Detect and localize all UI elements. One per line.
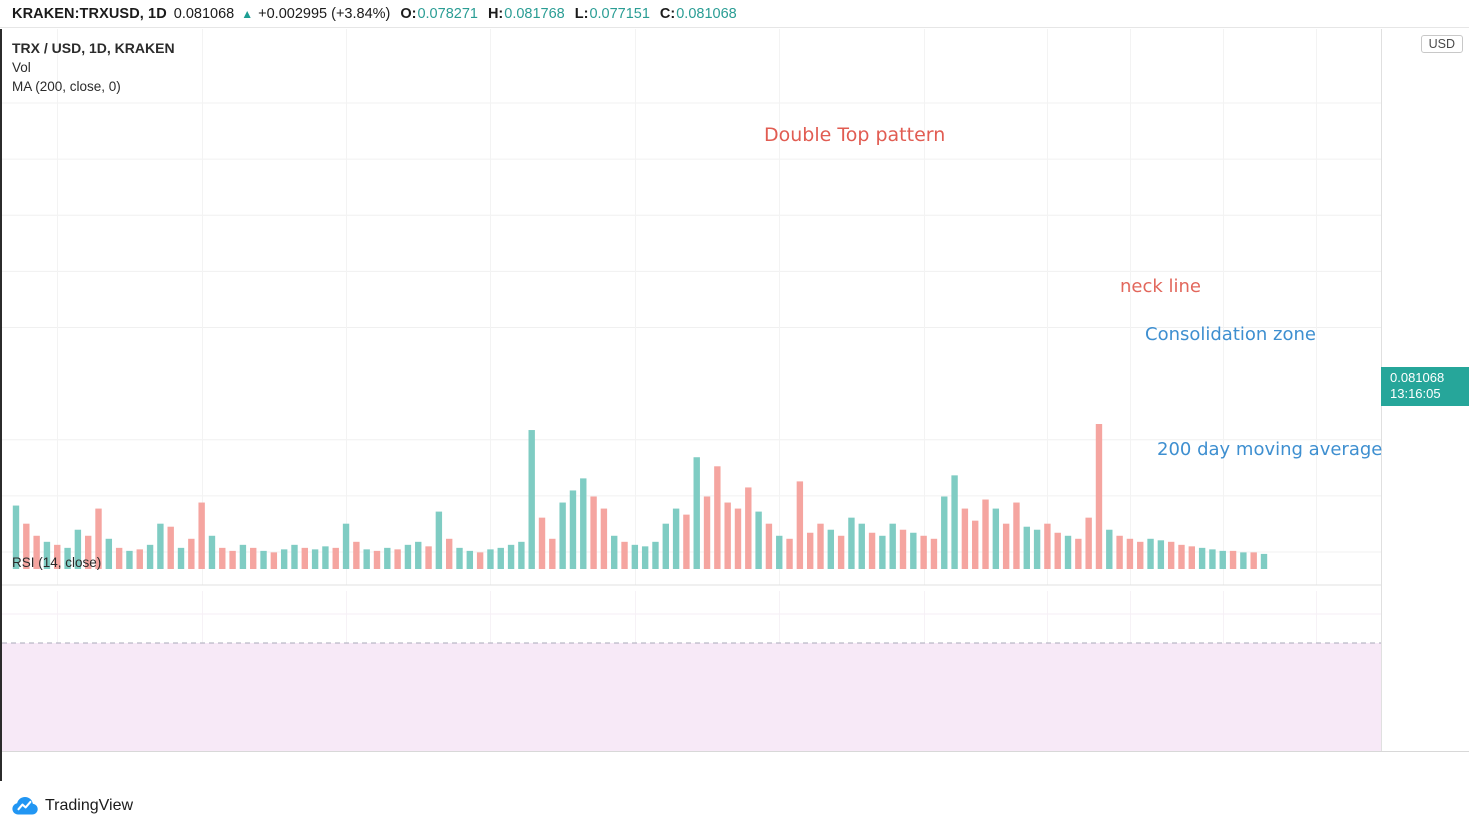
ticker-close-value: 0.081068 <box>676 5 737 22</box>
current-price-value: 0.081068 <box>1390 370 1445 385</box>
ticker-last-price: 0.081068 <box>173 5 235 22</box>
ticker-open-value: 0.078271 <box>417 5 478 22</box>
current-price-badge: 0.081068 13:16:05 <box>1381 367 1469 406</box>
ticker-open-key: O: <box>400 5 417 22</box>
ticker-low-key: L: <box>574 5 589 22</box>
ticker-close-key: C: <box>659 5 676 22</box>
ticker-high-key: H: <box>487 5 504 22</box>
time-axis[interactable] <box>2 751 1469 781</box>
chart-frame: TRX / USD, 1D, KRAKEN Vol MA (200, close… <box>0 29 1469 781</box>
triangle-up-icon: ▲ <box>241 6 254 21</box>
rsi-band <box>2 642 1381 751</box>
rsi-legend: RSI (14, close) <box>12 555 102 570</box>
plot-area[interactable] <box>2 29 1381 751</box>
ticker-change: +0.002995 (+3.84%) <box>258 5 391 22</box>
brand-name: TradingView <box>45 796 134 814</box>
ticker-bar: KRAKEN:TRXUSD, 1D 0.081068 ▲ +0.002995 (… <box>0 0 1469 28</box>
ticker-symbol[interactable]: KRAKEN:TRXUSD, 1D <box>12 5 167 22</box>
footer: TradingView <box>0 782 1469 829</box>
ticker-low-value: 0.077151 <box>589 5 650 22</box>
volume-bars <box>12 424 1268 569</box>
tradingview-cloud-logo-icon <box>12 796 38 816</box>
price-axis[interactable]: USD 0.081068 13:16:05 <box>1381 29 1469 751</box>
currency-badge[interactable]: USD <box>1420 35 1463 53</box>
bar-countdown: 13:16:05 <box>1390 386 1441 401</box>
candlestick-plot <box>2 29 1381 751</box>
ticker-high-value: 0.081768 <box>504 5 565 22</box>
